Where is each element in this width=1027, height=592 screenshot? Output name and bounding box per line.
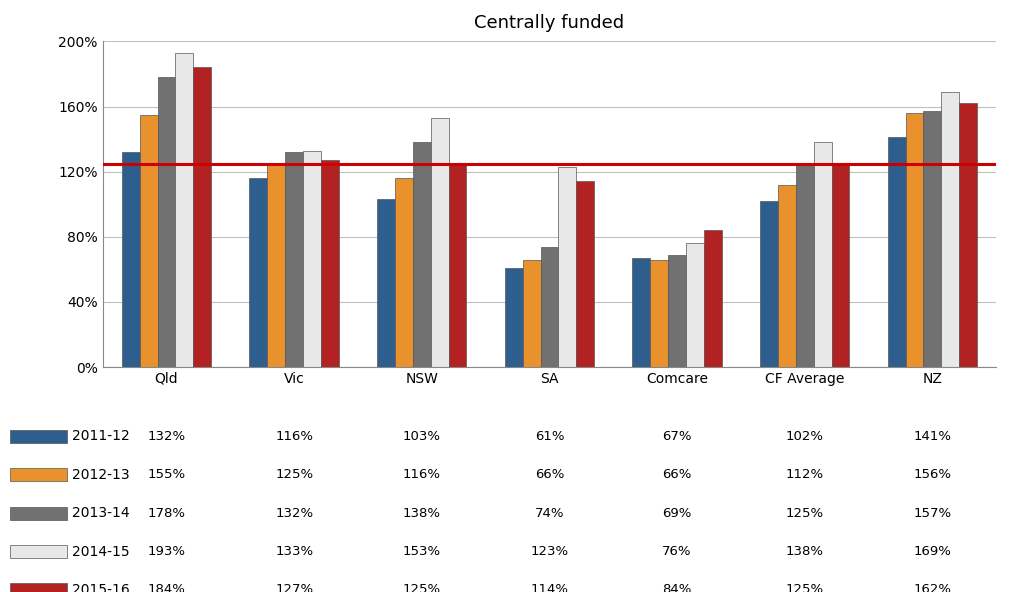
Bar [449, 163, 466, 367]
Text: 76%: 76% [662, 545, 692, 558]
Text: 156%: 156% [913, 468, 951, 481]
Text: 125%: 125% [786, 507, 824, 520]
Bar [796, 163, 813, 367]
Text: 2012-13: 2012-13 [72, 468, 129, 481]
Text: 169%: 169% [913, 545, 951, 558]
Bar [413, 142, 430, 367]
Text: 155%: 155% [148, 468, 186, 481]
Text: 125%: 125% [786, 584, 824, 592]
Bar [813, 142, 832, 367]
Text: 133%: 133% [275, 545, 313, 558]
Bar [157, 77, 176, 367]
Bar [887, 137, 906, 367]
Text: 178%: 178% [148, 507, 186, 520]
Text: 162%: 162% [913, 584, 951, 592]
Bar [286, 152, 303, 367]
Text: 141%: 141% [913, 430, 951, 443]
Bar [303, 150, 321, 367]
Text: 2015-16: 2015-16 [72, 583, 129, 592]
Bar [377, 200, 395, 367]
Text: 2013-14: 2013-14 [72, 506, 129, 520]
Bar [176, 53, 193, 367]
Bar [686, 243, 703, 367]
Bar [504, 268, 523, 367]
Bar [760, 201, 777, 367]
Text: 184%: 184% [148, 584, 186, 592]
Bar [703, 230, 722, 367]
Text: 116%: 116% [403, 468, 441, 481]
Text: 125%: 125% [275, 468, 313, 481]
Bar [122, 152, 140, 367]
Bar [267, 163, 286, 367]
Text: 112%: 112% [786, 468, 824, 481]
Text: 123%: 123% [530, 545, 569, 558]
Bar [576, 181, 594, 367]
Title: Centrally funded: Centrally funded [474, 14, 624, 31]
Bar [650, 259, 669, 367]
Text: 61%: 61% [535, 430, 564, 443]
Bar [669, 255, 686, 367]
Bar [193, 67, 212, 367]
Text: 2011-12: 2011-12 [72, 429, 129, 443]
Bar [832, 163, 849, 367]
Bar [321, 160, 339, 367]
Text: 114%: 114% [530, 584, 569, 592]
Bar [540, 246, 559, 367]
Bar [923, 111, 942, 367]
Bar [633, 258, 650, 367]
Bar [395, 178, 413, 367]
Bar [777, 185, 796, 367]
Bar [942, 92, 959, 367]
Bar [959, 103, 977, 367]
Text: 66%: 66% [662, 468, 692, 481]
Text: 153%: 153% [403, 545, 441, 558]
Bar [559, 167, 576, 367]
Text: 127%: 127% [275, 584, 313, 592]
Text: 116%: 116% [275, 430, 313, 443]
Text: 138%: 138% [786, 545, 824, 558]
Text: 84%: 84% [662, 584, 692, 592]
Bar [430, 118, 449, 367]
Bar [906, 113, 923, 367]
Text: 66%: 66% [535, 468, 564, 481]
Bar [523, 259, 540, 367]
Text: 132%: 132% [148, 430, 186, 443]
Bar [140, 115, 157, 367]
Text: 2014-15: 2014-15 [72, 545, 129, 558]
Text: 74%: 74% [535, 507, 564, 520]
Text: 103%: 103% [403, 430, 441, 443]
Text: 102%: 102% [786, 430, 824, 443]
Text: 138%: 138% [403, 507, 441, 520]
Text: 69%: 69% [662, 507, 692, 520]
Text: 67%: 67% [662, 430, 692, 443]
Text: 157%: 157% [913, 507, 951, 520]
Text: 132%: 132% [275, 507, 313, 520]
Text: 125%: 125% [403, 584, 441, 592]
Bar [250, 178, 267, 367]
Text: 193%: 193% [148, 545, 186, 558]
